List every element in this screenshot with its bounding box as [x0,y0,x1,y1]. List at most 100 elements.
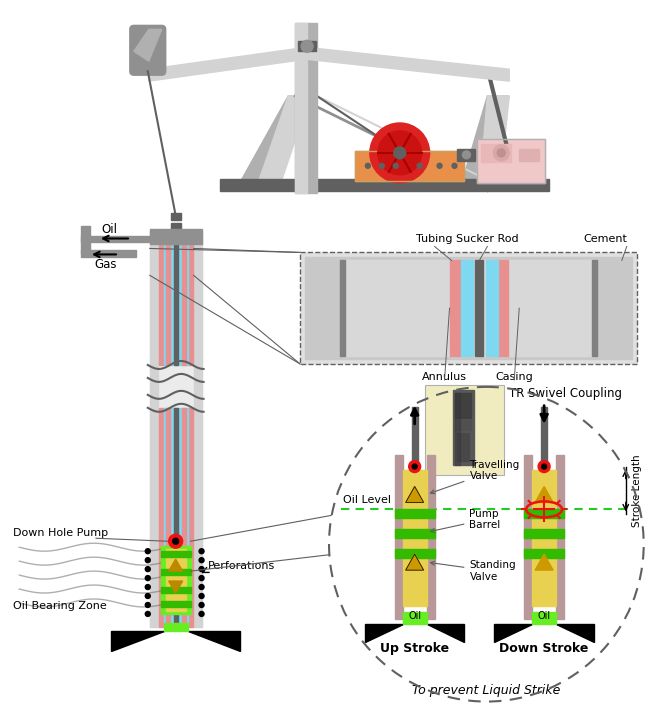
Text: Travelling
Valve: Travelling Valve [430,460,520,494]
Polygon shape [134,29,161,62]
Bar [163,408,187,627]
Bar [161,587,191,593]
Bar [456,393,472,417]
Bar [458,432,470,460]
Bar [173,231,177,365]
Bar [452,390,474,465]
Text: Standing
Valve: Standing Valve [431,561,516,582]
Text: Tubing: Tubing [416,234,453,244]
Bar [81,226,90,253]
Polygon shape [480,96,510,190]
Circle shape [145,566,150,571]
Circle shape [329,387,644,702]
Bar [524,455,532,619]
Circle shape [366,163,370,168]
Bar [524,549,564,558]
Polygon shape [169,581,183,593]
Bar [541,407,547,468]
Bar [524,529,564,538]
Bar [403,612,427,624]
Polygon shape [556,624,594,642]
Circle shape [437,163,442,168]
Bar [165,549,185,611]
Bar [456,261,460,356]
Polygon shape [187,631,240,651]
Bar [295,24,307,193]
Bar [181,408,185,627]
Polygon shape [535,486,553,503]
Bar [524,509,564,518]
Bar [532,612,556,624]
Bar [462,261,474,356]
Text: Oil: Oil [408,611,422,621]
Text: Down Hole Pump: Down Hole Pump [13,528,109,538]
Polygon shape [535,554,553,570]
Bar [395,549,435,558]
Circle shape [542,464,547,469]
Bar [355,151,464,180]
Bar [425,385,504,475]
Bar [221,179,549,190]
Circle shape [370,123,430,183]
Bar [355,151,464,180]
Text: Perforations: Perforations [207,561,275,571]
Text: Casing: Casing [496,372,533,382]
Text: Up Stroke: Up Stroke [380,642,449,654]
Bar [305,258,632,359]
Bar [592,261,597,356]
Bar [395,455,403,619]
Bar [450,261,454,356]
Circle shape [145,594,150,599]
Bar [427,455,435,619]
Bar [181,231,185,365]
Text: Oil: Oil [101,223,117,236]
Bar [556,455,564,619]
Circle shape [169,534,183,548]
Bar [81,236,150,243]
Circle shape [301,40,313,52]
Bar [173,408,177,627]
Circle shape [199,548,204,553]
Polygon shape [460,96,510,190]
Circle shape [394,147,406,159]
Text: Pump
Barrel: Pump Barrel [430,508,501,533]
Polygon shape [235,96,310,190]
Bar [150,231,157,627]
Bar [159,231,163,365]
Bar [187,408,193,627]
Circle shape [417,163,422,168]
Bar [171,223,181,230]
Bar [295,24,317,193]
Circle shape [494,145,510,161]
Circle shape [145,558,150,563]
Bar [81,251,136,258]
Bar [340,261,345,356]
Text: Gas: Gas [94,258,117,271]
Bar [163,231,187,365]
Bar [298,42,316,52]
Polygon shape [149,47,510,81]
Bar [342,261,595,356]
Bar [532,470,556,606]
Polygon shape [456,420,472,430]
Bar [187,231,193,365]
Circle shape [199,576,204,581]
FancyBboxPatch shape [130,25,165,75]
Circle shape [409,460,421,473]
Bar [161,546,191,614]
Text: Cement: Cement [583,234,627,244]
Bar [163,623,187,631]
Polygon shape [365,624,403,642]
Bar [161,569,191,575]
Circle shape [173,538,179,544]
Bar [300,253,637,364]
Circle shape [145,602,150,607]
Text: To prevent Liquid Strike: To prevent Liquid Strike [412,684,560,697]
Circle shape [199,566,204,571]
Polygon shape [255,96,310,190]
Bar [482,144,512,162]
Circle shape [498,149,506,157]
Bar [171,213,181,220]
Circle shape [462,151,470,159]
Bar [476,261,484,356]
